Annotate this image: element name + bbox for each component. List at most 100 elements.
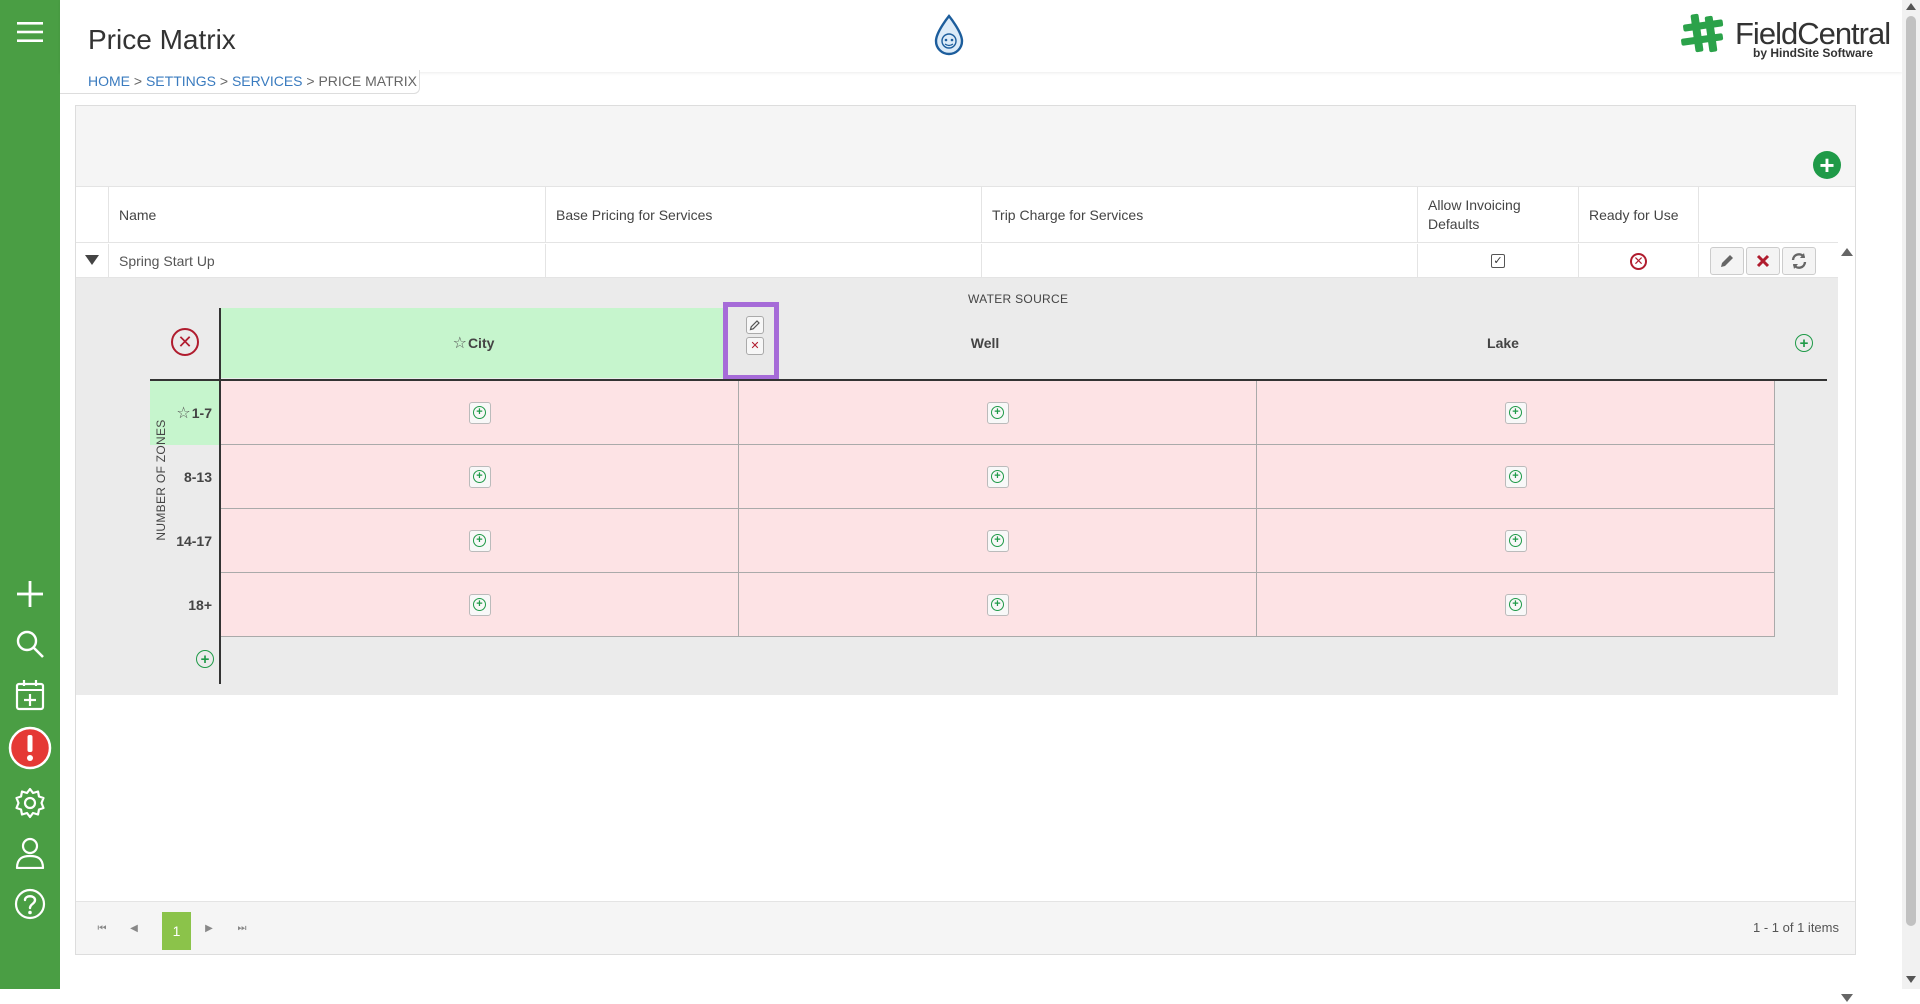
alert-icon[interactable] — [0, 726, 60, 770]
add-price-button[interactable]: + — [468, 465, 491, 488]
add-price-button[interactable]: + — [986, 401, 1009, 424]
pencil-outline-icon — [749, 320, 760, 331]
matrix-column-label: City — [467, 335, 495, 351]
matrix-cell: + — [221, 509, 739, 573]
add-column-button[interactable]: + — [1795, 334, 1813, 352]
column-edit-controls: ✕ — [723, 302, 779, 380]
delete-row-button[interactable] — [1746, 247, 1780, 275]
add-price-button[interactable]: + — [1504, 529, 1527, 552]
plus-circle-icon: + — [991, 534, 1004, 547]
previous-page-icon[interactable]: ◀ — [130, 922, 138, 934]
last-page-icon[interactable]: ⏭ — [237, 922, 247, 934]
plus-circle-icon: + — [473, 470, 486, 483]
star-outline-icon[interactable]: ☆ — [452, 335, 467, 352]
table-row[interactable]: Spring Start Up ✓ ✕ — [76, 244, 1838, 278]
matrix-cell: + — [1257, 509, 1775, 573]
delete-column-button[interactable]: ✕ — [746, 337, 764, 355]
plus-icon[interactable] — [0, 572, 60, 616]
column-header-base-pricing[interactable]: Base Pricing for Services — [545, 187, 981, 243]
fieldcentral-logo: FieldCentral by HindSite Software — [1677, 10, 1891, 60]
delete-x-icon: ✕ — [750, 339, 760, 352]
matrix-row-label: 1-7 — [191, 405, 212, 421]
matrix-column-lake[interactable]: Lake — [1244, 308, 1762, 378]
fieldcentral-mark-icon — [1681, 13, 1724, 53]
scroll-up-arrow-icon[interactable] — [1841, 248, 1853, 256]
search-icon[interactable] — [0, 622, 60, 666]
matrix-cell: + — [1257, 445, 1775, 509]
matrix-row-18-plus[interactable]: 18+ — [150, 573, 219, 637]
breadcrumb-settings[interactable]: SETTINGS — [145, 73, 216, 89]
scrollbar-thumb[interactable] — [1906, 16, 1916, 926]
matrix-cell: + — [1257, 573, 1775, 637]
add-price-button[interactable]: + — [986, 529, 1009, 552]
plus-circle-icon: + — [1509, 598, 1522, 611]
matrix-row-8-13[interactable]: 8-13 — [150, 445, 219, 509]
matrix-row-1-7[interactable]: ☆ 1-7 — [150, 381, 219, 445]
column-header-name[interactable]: Name — [108, 187, 545, 243]
add-price-button[interactable]: + — [468, 529, 491, 552]
edit-column-button[interactable] — [746, 316, 764, 334]
top-bar: Price Matrix FieldCentral by HindSite So… — [60, 0, 1902, 72]
column-header-allow-invoicing-defaults[interactable]: Allow Invoicing Defaults — [1417, 187, 1578, 243]
matrix-column-label: Lake — [1487, 335, 1519, 351]
calendar-add-icon[interactable] — [0, 673, 60, 717]
add-row-button[interactable]: + — [196, 650, 214, 668]
help-icon[interactable] — [0, 882, 60, 926]
water-droplet-logo — [933, 14, 965, 61]
add-price-button[interactable]: + — [986, 465, 1009, 488]
breadcrumb-home[interactable]: HOME — [88, 73, 130, 89]
next-page-icon[interactable]: ▶ — [205, 922, 213, 934]
add-price-button[interactable]: + — [1504, 401, 1527, 424]
delete-x-icon — [1756, 254, 1770, 268]
matrix-cell: + — [1257, 381, 1775, 445]
page-title: Price Matrix — [88, 24, 236, 55]
cell-allow-invoicing-defaults: ✓ — [1417, 244, 1578, 278]
refresh-row-button[interactable] — [1782, 247, 1816, 275]
user-icon[interactable] — [0, 831, 60, 875]
matrix-column-well[interactable]: Well — [726, 308, 1244, 378]
breadcrumb-separator: > — [306, 73, 315, 89]
window-scrollbar[interactable] — [1902, 0, 1920, 989]
add-price-button[interactable]: + — [468, 401, 491, 424]
first-page-icon[interactable]: ⏮ — [97, 922, 107, 934]
menu-icon[interactable] — [0, 10, 60, 54]
add-price-button[interactable]: + — [468, 593, 491, 616]
grid-toolbar: + — [76, 106, 1855, 187]
plus-circle-icon: + — [473, 534, 486, 547]
column-header-ready-for-use[interactable]: Ready for Use — [1578, 187, 1698, 243]
delete-matrix-button[interactable]: ✕ — [171, 328, 199, 356]
add-price-button[interactable]: + — [986, 593, 1009, 616]
column-header-trip-charge[interactable]: Trip Charge for Services — [981, 187, 1417, 243]
expand-row-caret-icon[interactable] — [85, 255, 99, 265]
cell-actions — [1698, 244, 1838, 278]
brand-name: FieldCentral — [1735, 16, 1891, 51]
scroll-up-arrow-icon[interactable] — [1906, 3, 1916, 10]
price-matrix-grid: + Name Base Pricing for Services Trip Ch… — [75, 105, 1856, 1002]
matrix-detail-panel: WATER SOURCE ✕ ☆ City Well Lake ✕ + ☆ 1-7 … — [76, 278, 1838, 695]
matrix-cell: + — [739, 573, 1257, 637]
matrix-column-city[interactable]: ☆ City — [221, 308, 726, 378]
add-price-matrix-button[interactable]: + — [1813, 151, 1841, 179]
matrix-cell: + — [221, 445, 739, 509]
matrix-cell: + — [739, 445, 1257, 509]
edit-row-button[interactable] — [1710, 247, 1744, 275]
row-axis-label: NUMBER OF ZONES — [154, 419, 168, 541]
page-button-current[interactable]: 1 — [162, 912, 191, 950]
add-price-button[interactable]: + — [1504, 465, 1527, 488]
grid-vertical-scrollbar[interactable] — [1838, 244, 1855, 1004]
plus-circle-icon: + — [991, 470, 1004, 483]
cell-ready-for-use: ✕ — [1578, 244, 1698, 278]
star-outline-icon[interactable]: ☆ — [176, 405, 191, 422]
gear-icon[interactable] — [0, 781, 60, 825]
add-price-button[interactable]: + — [1504, 593, 1527, 616]
matrix-row-14-17[interactable]: 14-17 — [150, 509, 219, 573]
breadcrumb-services[interactable]: SERVICES — [231, 73, 303, 89]
column-header-actions — [1698, 187, 1838, 243]
matrix-cell: + — [221, 573, 739, 637]
cell-base-pricing — [545, 244, 981, 278]
scroll-down-arrow-icon[interactable] — [1906, 976, 1916, 983]
scroll-down-arrow-icon[interactable] — [1841, 994, 1853, 1002]
matrix-horizontal-divider — [150, 379, 1827, 381]
matrix-cell: + — [739, 381, 1257, 445]
breadcrumb-current: PRICE MATRIX — [318, 73, 417, 89]
